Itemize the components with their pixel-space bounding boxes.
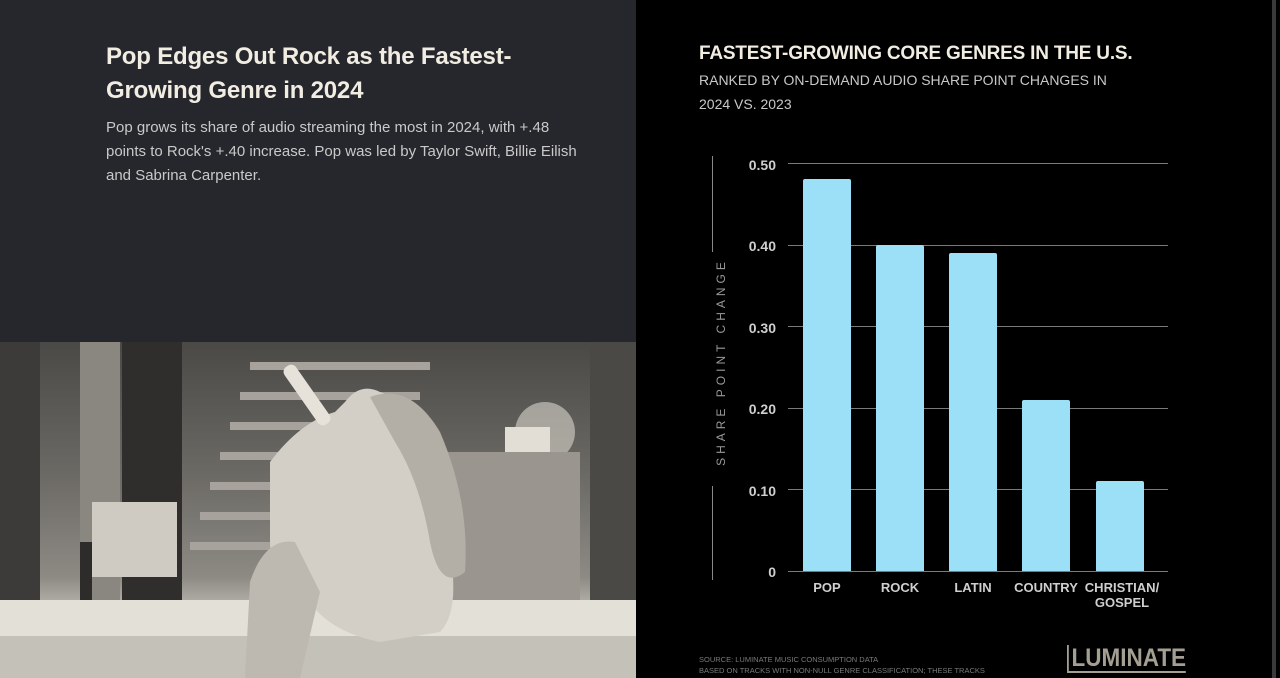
article-panel: Pop Edges Out Rock as the Fastest-Growin…: [0, 0, 636, 678]
source-line-2: BASED ON TRACKS WITH NON-NULL GENRE CLAS…: [699, 666, 985, 675]
luminate-logo: LUMINATE: [1067, 645, 1187, 673]
chart-panel: FASTEST-GROWING CORE GENRES IN THE U.S. …: [636, 0, 1276, 678]
x-label-pop: POP: [813, 580, 841, 595]
bar-pop: [803, 179, 851, 571]
chart-subtitle: RANKED BY ON-DEMAND AUDIO SHARE POINT CH…: [699, 72, 1107, 112]
y-tick: 0.50: [748, 157, 776, 173]
chart-title: FASTEST-GROWING CORE GENRES IN THE U.S.: [699, 43, 1133, 64]
y-tick: 0.20: [748, 401, 776, 417]
gridline-040: [788, 245, 1168, 246]
bar-rock: [876, 245, 924, 571]
source-line-1: SOURCE: LUMINATE MUSIC CONSUMPTION DATA: [699, 655, 879, 664]
gridline-050: [788, 163, 1168, 164]
gridline-0: [788, 571, 1168, 572]
x-label-christian-gospel: CHRISTIAN/ GOSPEL: [1084, 580, 1160, 610]
y-tick: 0.10: [748, 483, 776, 499]
y-tick: 0.40: [748, 238, 776, 254]
x-label-country: COUNTRY: [1014, 580, 1078, 595]
y-tick: 0: [768, 564, 776, 580]
y-axis-bracket-top: [712, 156, 713, 252]
article-headline: Pop Edges Out Rock as the Fastest-Growin…: [106, 43, 512, 104]
bar-latin: [949, 253, 997, 571]
bar-chart: SHARE POINT CHANGE 0.50 0.40 0.30 0.20 0…: [696, 140, 1256, 630]
y-tick: 0.30: [748, 320, 776, 336]
window-edge: [1272, 0, 1276, 678]
article-dek: Pop grows its share of audio streaming t…: [106, 119, 577, 184]
photo-illustration: [0, 342, 636, 678]
bar-country: [1022, 400, 1070, 571]
bar-christian-gospel: [1096, 481, 1144, 571]
y-axis-label: SHARE POINT CHANGE: [714, 258, 728, 466]
artist-photo: SABRINA CARPENTER CREDIT: CHRISTOPHER PO…: [0, 342, 636, 678]
y-axis-bracket-bottom: [712, 486, 713, 580]
x-label-rock: ROCK: [880, 580, 920, 595]
x-label-latin: LATIN: [954, 580, 992, 595]
chart-source: SOURCE: LUMINATE MUSIC CONSUMPTION DATA …: [699, 654, 985, 676]
